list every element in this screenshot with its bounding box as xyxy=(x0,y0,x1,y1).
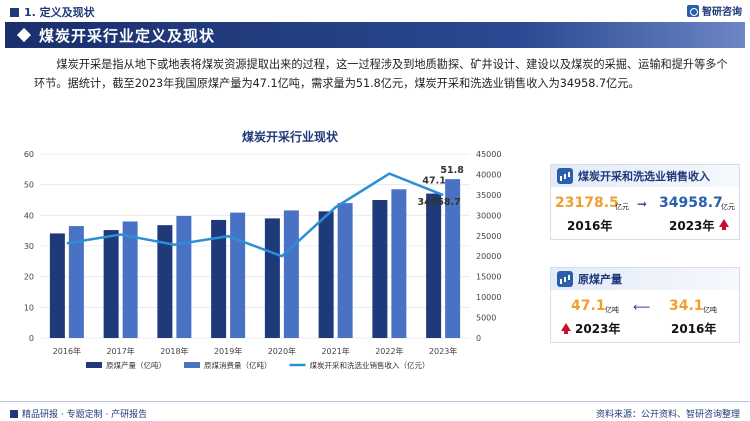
x-axis-tick-label: 2021年 xyxy=(321,346,349,356)
left-axis-tick-label: 30 xyxy=(24,242,34,251)
output-2016-value: 34.1 xyxy=(669,298,704,314)
right-axis-tick-label: 45000 xyxy=(476,150,501,159)
output-card: 原煤产量 47.1 亿吨 2023年 ⟵ 34.1 亿吨 2016年 xyxy=(550,267,740,343)
chart-icon xyxy=(557,168,573,184)
brand-name: 智研咨询 xyxy=(702,7,742,18)
top-bar: 1. 定义及现状 智研咨询 xyxy=(0,0,750,22)
revenue-2023-value: 34958.7 xyxy=(659,195,723,211)
output-2023-unit: 亿吨 xyxy=(605,306,619,314)
bar-consumption xyxy=(445,179,461,338)
up-arrow-icon xyxy=(561,323,571,334)
revenue-2016-year: 2016年 xyxy=(567,219,613,233)
data-label: 51.8 xyxy=(440,165,464,176)
title-band: 煤炭开采行业定义及现状 xyxy=(5,22,745,48)
section-tag: 1. 定义及现状 xyxy=(10,4,95,20)
legend-swatch xyxy=(86,362,102,368)
revenue-card-title: 煤炭开采和洗选业销售收入 xyxy=(578,170,710,183)
brand-logo-icon xyxy=(687,4,699,17)
legend-label: 原煤消费量（亿吨） xyxy=(204,360,272,370)
revenue-line xyxy=(66,172,444,258)
left-axis-tick-label: 40 xyxy=(24,211,34,220)
bar-output xyxy=(372,200,388,338)
bar-consumption xyxy=(391,189,407,338)
legend-label: 煤炭开采和洗选业销售收入（亿元） xyxy=(310,360,430,370)
x-axis-tick-label: 2016年 xyxy=(53,346,81,356)
arrow-left-icon: ⟵ xyxy=(633,300,651,314)
revenue-2016-unit: 亿元 xyxy=(615,203,629,211)
right-axis-tick-label: 25000 xyxy=(476,232,501,241)
bar-consumption xyxy=(230,212,246,338)
revenue-card-body: 23178.5 亿元 2016年 ➞ 34958.7 亿元 2023年 xyxy=(551,187,739,239)
bar-consumption xyxy=(122,221,138,338)
footer-source: 资料来源：公开资料、智研咨询整理 xyxy=(595,410,740,420)
arrow-right-icon: ➞ xyxy=(637,197,648,211)
footer-left: 精品研报 · 专题定制 · 产研报告 xyxy=(10,407,147,420)
revenue-2016-value: 23178.5 xyxy=(555,195,619,211)
left-axis-tick-label: 10 xyxy=(24,303,34,312)
left-axis-tick-label: 20 xyxy=(24,273,34,282)
left-axis-tick-label: 50 xyxy=(24,181,34,190)
right-axis-tick-label: 40000 xyxy=(476,170,501,179)
output-card-body: 47.1 亿吨 2023年 ⟵ 34.1 亿吨 2016年 xyxy=(551,290,739,342)
output-card-header: 原煤产量 xyxy=(551,268,739,290)
bar-output xyxy=(318,211,334,338)
x-axis-tick-label: 2020年 xyxy=(268,346,296,356)
footer: 精品研报 · 专题定制 · 产研报告 资料来源：公开资料、智研咨询整理 xyxy=(0,401,750,421)
output-2016-year: 2016年 xyxy=(671,322,717,336)
revenue-2023-year: 2023年 xyxy=(669,219,715,233)
up-arrow-icon xyxy=(719,219,729,230)
x-axis-tick-label: 2017年 xyxy=(106,346,134,356)
output-card-title: 原煤产量 xyxy=(578,273,622,286)
right-axis-tick-label: 35000 xyxy=(476,191,501,200)
legend-swatch xyxy=(184,362,200,368)
left-axis-tick-label: 60 xyxy=(24,150,34,159)
output-2016-unit: 亿吨 xyxy=(703,306,717,314)
bar-output xyxy=(426,193,442,338)
page-title: 煤炭开采行业定义及现状 xyxy=(39,26,216,45)
output-2023-year: 2023年 xyxy=(575,322,621,336)
right-axis-tick-label: 10000 xyxy=(476,293,501,302)
right-axis-tick-label: 0 xyxy=(476,334,481,343)
brand: 智研咨询 xyxy=(687,3,742,18)
bar-consumption xyxy=(68,226,84,338)
right-axis-tick-label: 15000 xyxy=(476,273,501,282)
section-square-icon xyxy=(10,7,19,17)
diamond-icon xyxy=(16,27,32,43)
legend-label: 原煤产量（亿吨） xyxy=(106,360,166,370)
right-axis-tick-label: 20000 xyxy=(476,252,501,261)
footer-square-icon xyxy=(10,409,18,418)
chart-title: 煤炭开采行业现状 xyxy=(241,130,338,144)
x-axis-tick-label: 2018年 xyxy=(160,346,188,356)
bar-output xyxy=(49,233,65,338)
bar-output xyxy=(264,218,280,338)
bar-output xyxy=(211,219,227,338)
x-axis-tick-label: 2023年 xyxy=(429,346,457,356)
bar-output xyxy=(103,230,119,338)
bar-consumption xyxy=(337,203,353,338)
footer-tagline: 精品研报 · 专题定制 · 产研报告 xyxy=(22,410,148,420)
revenue-card-header: 煤炭开采和洗选业销售收入 xyxy=(551,165,739,187)
data-label: 34958.7 xyxy=(417,197,460,208)
chart-icon xyxy=(557,271,573,287)
x-axis-tick-label: 2019年 xyxy=(214,346,242,356)
left-axis-tick-label: 0 xyxy=(29,334,34,343)
revenue-card: 煤炭开采和洗选业销售收入 23178.5 亿元 2016年 ➞ 34958.7 … xyxy=(550,164,740,240)
section-label: 1. 定义及现状 xyxy=(24,6,95,19)
revenue-2023-unit: 亿元 xyxy=(721,203,735,211)
x-axis-tick-label: 2022年 xyxy=(375,346,403,356)
output-2023-value: 47.1 xyxy=(571,298,606,314)
data-label: 47.1 xyxy=(422,176,445,187)
combo-chart: 0 10 20 30 40 50 60 0 5000 10000 15000 20000 25000 30… xyxy=(24,150,502,370)
bar-consumption xyxy=(283,210,299,338)
right-axis-tick-label: 5000 xyxy=(476,314,496,323)
right-axis-tick-label: 30000 xyxy=(476,211,501,220)
bar-consumption xyxy=(176,215,192,338)
bar-output xyxy=(157,225,173,338)
intro-paragraph: 煤炭开采是指从地下或地表将煤炭资源提取出来的过程，这一过程涉及到地质勘探、矿井设… xyxy=(34,58,728,90)
